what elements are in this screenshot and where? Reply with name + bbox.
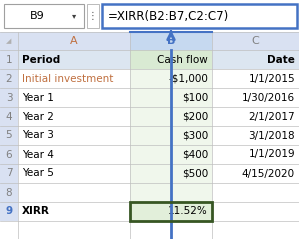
Text: 7: 7 <box>6 168 12 179</box>
Text: Date: Date <box>267 54 295 65</box>
Text: 3: 3 <box>6 92 12 103</box>
Text: 6: 6 <box>6 150 12 159</box>
Bar <box>130 32 212 50</box>
Bar <box>130 50 212 221</box>
Text: 3/1/2018: 3/1/2018 <box>248 130 295 141</box>
Text: 1/1/2019: 1/1/2019 <box>248 150 295 159</box>
Bar <box>102 4 297 28</box>
Text: Year 3: Year 3 <box>22 130 54 141</box>
Text: 1/1/2015: 1/1/2015 <box>248 74 295 83</box>
Text: Cash flow: Cash flow <box>157 54 208 65</box>
Text: 9: 9 <box>5 206 13 217</box>
Text: $500: $500 <box>182 168 208 179</box>
Text: 1/30/2016: 1/30/2016 <box>242 92 295 103</box>
Text: 4/15/2020: 4/15/2020 <box>242 168 295 179</box>
Bar <box>18 50 299 69</box>
Text: ▾: ▾ <box>72 11 76 21</box>
Text: ◢: ◢ <box>6 38 12 44</box>
Text: Year 4: Year 4 <box>22 150 54 159</box>
Text: 5: 5 <box>6 130 12 141</box>
Text: 2: 2 <box>6 74 12 83</box>
Text: 11.52%: 11.52% <box>168 206 208 217</box>
Text: Year 1: Year 1 <box>22 92 54 103</box>
Text: Year 5: Year 5 <box>22 168 54 179</box>
Text: -$1,000: -$1,000 <box>168 74 208 83</box>
Bar <box>130 202 212 221</box>
Text: 1: 1 <box>6 54 12 65</box>
Bar <box>0 0 299 32</box>
Bar <box>0 32 299 50</box>
Text: XIRR: XIRR <box>22 206 50 217</box>
Text: 8: 8 <box>6 188 12 197</box>
Text: $400: $400 <box>182 150 208 159</box>
Text: $300: $300 <box>182 130 208 141</box>
Bar <box>0 32 299 239</box>
Bar <box>4 4 84 28</box>
Text: $100: $100 <box>182 92 208 103</box>
Text: Year 2: Year 2 <box>22 112 54 121</box>
Text: Initial investment: Initial investment <box>22 74 113 83</box>
Text: B9: B9 <box>30 11 45 21</box>
Bar <box>0 50 18 221</box>
Bar <box>87 4 99 28</box>
Text: 2/1/2017: 2/1/2017 <box>248 112 295 121</box>
Text: Period: Period <box>22 54 60 65</box>
Text: $200: $200 <box>182 112 208 121</box>
Text: 4: 4 <box>6 112 12 121</box>
Text: ⋮: ⋮ <box>88 11 98 21</box>
Bar <box>130 202 212 221</box>
Text: C: C <box>252 36 259 46</box>
Text: A: A <box>70 36 78 46</box>
Text: B: B <box>167 36 175 46</box>
Text: =XIRR(B2:B7,C2:C7): =XIRR(B2:B7,C2:C7) <box>108 10 229 22</box>
Bar <box>130 50 212 69</box>
